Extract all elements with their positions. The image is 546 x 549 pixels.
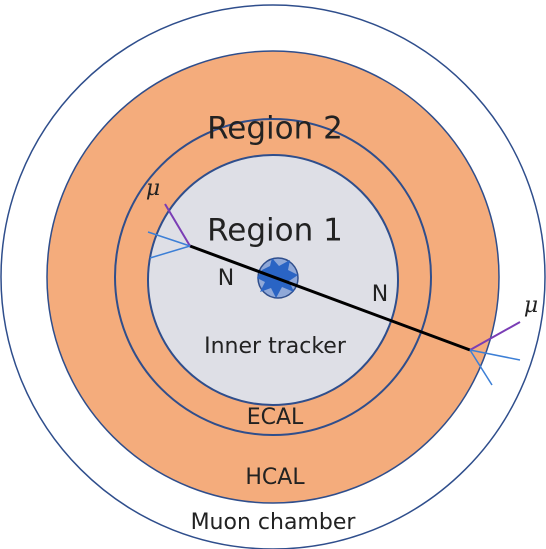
muon-label: μ — [146, 176, 160, 201]
region2-label: Region 2 — [207, 111, 343, 147]
arrow-line — [469, 349, 521, 361]
arrow-line — [147, 231, 191, 247]
arrow-line — [469, 349, 493, 386]
muon-label: μ — [524, 293, 538, 318]
hcal-label: HCAL — [245, 465, 305, 490]
muon-chamber-label: Muon chamber — [191, 510, 357, 535]
arrow-line — [149, 245, 191, 259]
n-label: N — [372, 282, 388, 307]
n-label: N — [218, 266, 234, 291]
ecal-label: ECAL — [247, 405, 304, 430]
muon-track-left — [164, 203, 191, 247]
track — [189, 244, 471, 352]
arrows — [147, 231, 521, 386]
inner-tracker-label: Inner tracker — [204, 334, 347, 359]
muon-track-right — [469, 321, 521, 351]
region1-label: Region 1 — [207, 213, 343, 249]
